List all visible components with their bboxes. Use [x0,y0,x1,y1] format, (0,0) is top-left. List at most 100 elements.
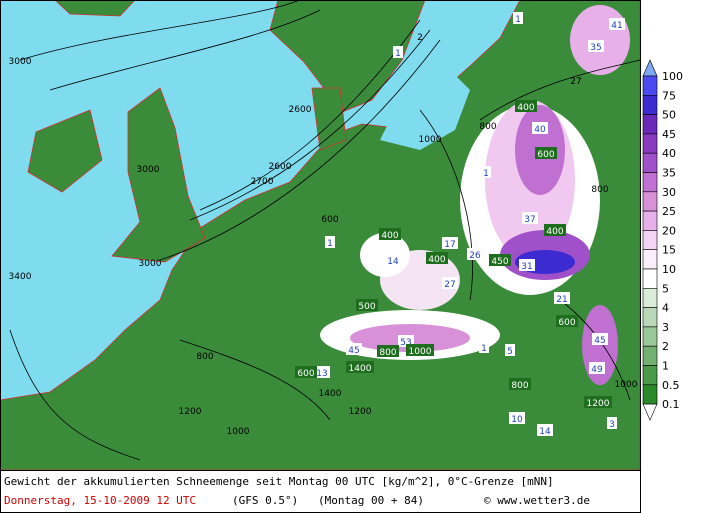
date: Donnerstag, 15-10-2009 12 UTC [4,494,197,507]
legend-label: 2 [662,340,669,353]
map-label: 800 [591,185,608,195]
contours [9,0,641,461]
map-label: 37 [524,215,535,225]
legend-label: 5 [662,282,669,295]
legend-label: 15 [662,244,676,257]
map-label: 45 [594,336,605,346]
map-label: 35 [590,43,601,53]
map-label: 3400 [9,272,32,282]
label-box [584,396,612,408]
map-label: 17 [444,240,455,250]
legend-arrow [642,403,658,421]
label-box [442,277,458,289]
map-label: 600 [321,215,338,225]
label-box [556,315,578,327]
label-box [346,343,362,355]
label-box [467,248,483,260]
legend-swatch [642,172,658,193]
legend-swatch [642,345,658,366]
map-label: 800 [479,122,496,132]
map-label: 1000 [419,135,442,145]
label-box [554,292,570,304]
map-label: 1000 [227,427,250,437]
legend-label: 4 [662,302,669,315]
map-label: 3000 [137,165,160,175]
label-box [535,147,557,159]
legend-label: 3 [662,321,669,334]
legend-swatch [642,133,658,154]
map-label: 2 [417,33,423,43]
legend-label: 40 [662,147,676,160]
label-box [513,12,523,24]
map-label: 1200 [587,399,610,409]
map-label: 49 [591,365,603,375]
label-box [489,254,511,266]
legend-swatch [642,230,658,250]
legend-label: 30 [662,186,676,199]
label-box [505,344,515,356]
run: (Montag 00 + 84) [318,494,424,507]
legend-swatch [642,75,658,96]
legend-label: 45 [662,128,676,141]
map-label: 31 [521,262,532,272]
map-label: 27 [570,77,581,87]
map-label: 2600 [269,162,292,172]
legend-label: 35 [662,167,676,180]
label-box [442,237,458,249]
map-label: 1400 [349,364,372,374]
label-box [356,299,378,311]
legend-swatch [642,114,658,135]
map-label: 1 [483,169,489,179]
map-label: 3000 [139,259,162,269]
label-box [509,412,525,424]
legend-swatch [642,191,658,212]
map-label: 450 [491,257,508,267]
map-label: 3000 [9,57,32,67]
map-label: 600 [297,369,314,379]
map-label: 1000 [409,347,432,357]
label-box [588,40,604,52]
label-box [609,18,625,30]
legend-swatch [642,326,658,347]
legend-label: 1 [662,360,669,373]
legend-label: 50 [662,109,676,122]
legend-label: 75 [662,89,676,102]
label-box [295,366,317,378]
map-label: 40 [534,125,546,135]
map-label: 1400 [319,389,342,399]
label-box [426,252,448,264]
label-box [325,236,335,248]
label-box [406,344,434,356]
label-box [515,100,537,112]
map-label: 41 [611,21,622,31]
map-label: 1000 [615,380,638,390]
label-box [377,345,399,357]
map-label: 27 [444,280,455,290]
legend-swatch [642,249,658,270]
label-box [522,212,538,224]
map-label: 53 [400,338,411,348]
legend-swatch [642,287,658,308]
map-label: 400 [517,103,534,113]
map-label: 800 [379,348,396,358]
label-box [379,228,401,240]
model: (GFS 0.5°) [232,494,299,507]
label-box [532,122,548,134]
credit: © www.wetter3.de [484,494,590,507]
map-label: 2600 [289,105,312,115]
label-box [346,361,374,373]
map-label: 3 [609,420,615,430]
label-box [393,46,403,58]
map-label: 1 [395,49,401,59]
map-label: 21 [556,295,567,305]
label-box [607,417,617,429]
caption: Gewicht der akkumulierten Schneemenge se… [4,475,554,488]
legend-label: 25 [662,205,676,218]
label-box [589,362,605,374]
legend-label: 100 [662,70,683,83]
legend-label: 20 [662,224,676,237]
map-label: 600 [537,150,554,160]
legend-swatch [642,95,658,115]
